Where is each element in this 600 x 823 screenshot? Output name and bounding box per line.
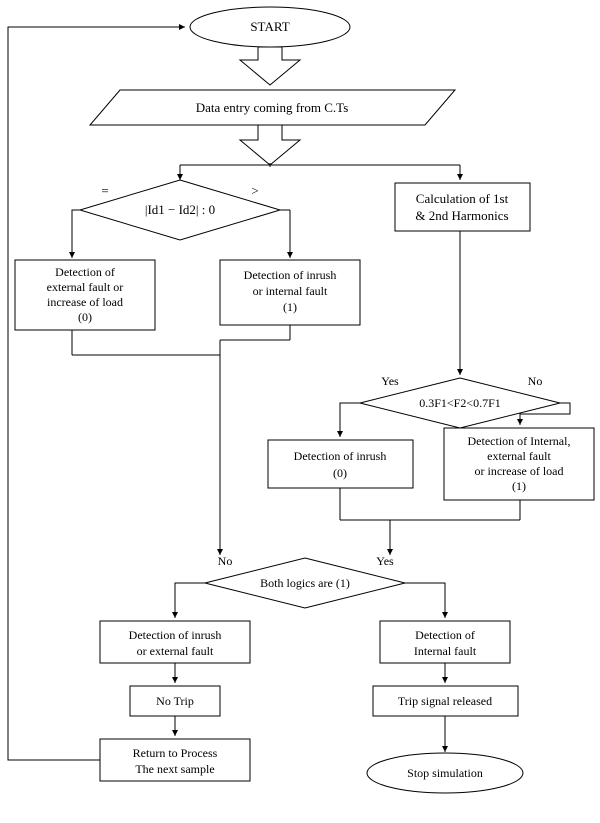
int1-l3: or increase of load <box>475 464 564 478</box>
edge-both-yes <box>405 583 445 618</box>
calc-l2: & 2nd Harmonics <box>415 208 508 223</box>
inr0-l2: (0) <box>333 466 347 480</box>
ext0-l3: increase of load <box>47 295 123 309</box>
data-entry-label: Data entry coming from C.Ts <box>196 100 349 115</box>
notrip-label: No Trip <box>156 694 194 708</box>
calc-l1: Calculation of 1st <box>416 191 509 206</box>
both-no: No <box>218 554 233 568</box>
edge-both-no <box>175 583 205 618</box>
inrext-l2: or external fault <box>137 644 214 658</box>
int1-l1: Detection of Internal, <box>468 434 571 448</box>
inrext-l1: Detection of inrush <box>129 628 222 642</box>
ext0-l1: Detection of <box>55 265 115 279</box>
inr1-l2: or internal fault <box>253 284 328 298</box>
both-yes: Yes <box>376 554 394 568</box>
inr1-l3: (1) <box>283 300 297 314</box>
both-label: Both logics are (1) <box>260 576 350 590</box>
cmp-label: |Id1 − Id2| : 0 <box>145 202 215 217</box>
edge-eq <box>72 210 80 258</box>
cmp-right: > <box>251 183 258 198</box>
harmcond-label: 0.3F1<F2<0.7F1 <box>419 396 501 410</box>
stop-label: Stop simulation <box>407 766 483 780</box>
inr0-node <box>268 440 413 488</box>
inr1-l1: Detection of inrush <box>244 268 337 282</box>
big-arrow-2 <box>240 125 300 165</box>
intfault-l1: Detection of <box>415 628 475 642</box>
inr0-l1: Detection of inrush <box>294 449 387 463</box>
ext0-l4: (0) <box>78 310 92 324</box>
big-arrow-1 <box>240 47 300 85</box>
return-l1: Return to Process <box>133 746 218 760</box>
harmcond-yes: Yes <box>381 374 399 388</box>
ext0-l2: external fault or <box>47 280 124 294</box>
return-l2: The next sample <box>135 762 214 776</box>
int1-l4: (1) <box>512 479 526 493</box>
edge-harm-yes <box>340 403 360 437</box>
int1-l2: external fault <box>487 449 551 463</box>
tripsig-label: Trip signal released <box>398 694 492 708</box>
harmcond-no: No <box>528 374 543 388</box>
cmp-left: = <box>101 183 108 198</box>
start-label: START <box>250 19 289 34</box>
intfault-l2: Internal fault <box>414 644 477 658</box>
